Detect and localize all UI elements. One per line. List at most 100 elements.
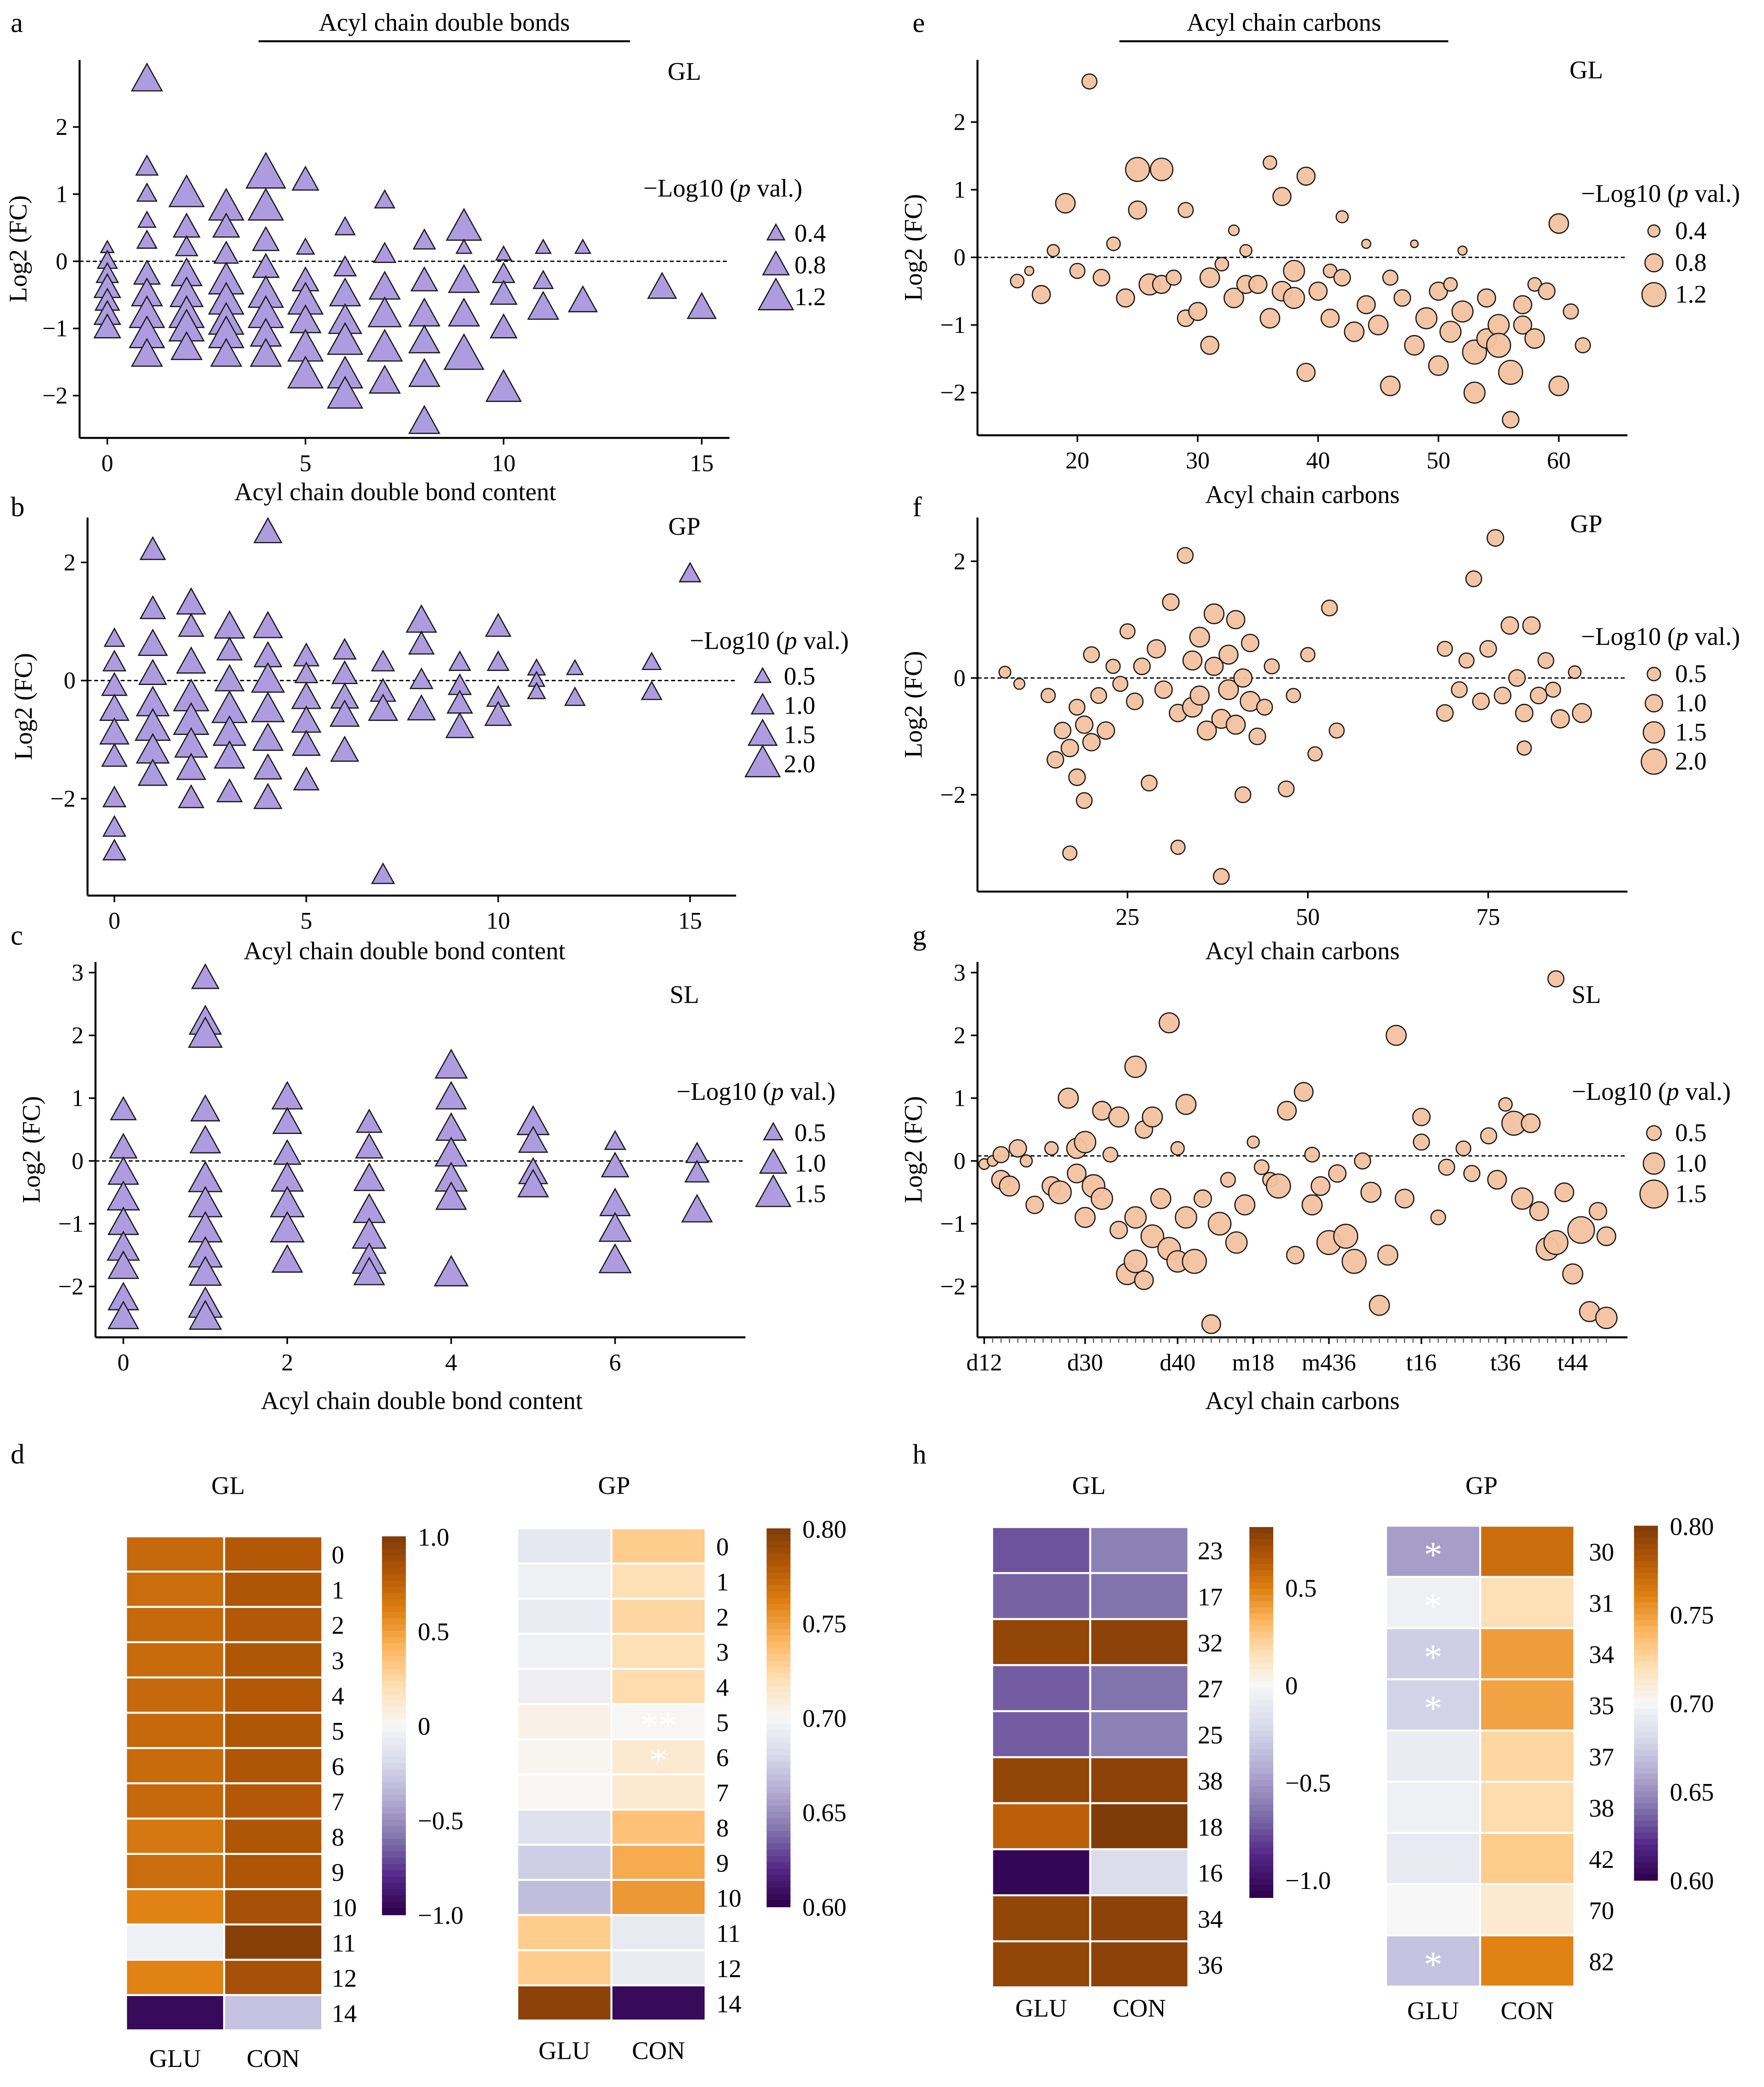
data-point-triangle [102, 815, 127, 837]
heatmap-row-label: 7 [716, 1779, 729, 1807]
colorbar-segment [1249, 1848, 1273, 1855]
heatmap-row-label: 82 [1589, 1947, 1614, 1976]
heatmap-cell [223, 1571, 323, 1608]
data-point-triangle [293, 766, 320, 791]
colorbar-segment [766, 1692, 791, 1699]
legend-title-prefix: −Log10 ( [1581, 622, 1676, 650]
data-point-triangle [189, 1300, 222, 1330]
data-point-circle [1233, 668, 1253, 688]
data-point-circle [1498, 360, 1523, 385]
colorbar-segment [1249, 1706, 1273, 1713]
colorbar-segment [1249, 1644, 1273, 1651]
heatmap-cell [516, 1773, 613, 1811]
colorbar-segment [1249, 1872, 1273, 1880]
data-point-triangle [604, 1130, 626, 1150]
data-point-triangle [601, 1151, 629, 1178]
colorbar-segment [766, 1799, 791, 1807]
heatmap-title: GP [1465, 1471, 1497, 1499]
data-points [93, 62, 717, 434]
heatmap-row-label: 9 [332, 1858, 344, 1886]
data-point-circle [1595, 1306, 1618, 1329]
heatmap-row-label: 14 [716, 1990, 741, 2018]
panel-letter-g: g [912, 920, 926, 951]
data-point-circle [1165, 269, 1182, 286]
data-point-triangle [136, 229, 158, 249]
heatmap-row-label: 4 [716, 1673, 729, 1701]
data-point-triangle [107, 1300, 140, 1329]
data-point-triangle [489, 280, 518, 305]
colorbar-segment [766, 1679, 791, 1687]
data-point-circle [1458, 652, 1475, 669]
data-point-circle [1067, 1163, 1087, 1183]
colorbar-segment [382, 1662, 406, 1670]
colorbar-segment [382, 1624, 406, 1632]
heatmap-cell [991, 1572, 1092, 1621]
data-point-circle [1551, 709, 1570, 729]
heatmap-cell [125, 1853, 225, 1890]
colorbar-segment [1634, 1750, 1658, 1757]
data-point-circle [1517, 740, 1532, 756]
heatmap-row-label: 37 [1589, 1743, 1614, 1771]
data-point-triangle [212, 212, 240, 238]
data-point-circle [1226, 610, 1246, 630]
data-point-circle [1479, 640, 1497, 658]
y-tick-label: 3 [72, 959, 84, 986]
x-axis-label: Acyl chain carbons [1205, 480, 1400, 508]
data-point-triangle [517, 1169, 549, 1198]
data-point-triangle [495, 245, 512, 261]
legend-value-label: 0.8 [795, 251, 826, 279]
colorbar-segment [1634, 1650, 1658, 1657]
heatmap-cell [223, 1853, 323, 1890]
colorbar-segment [1249, 1767, 1273, 1775]
data-point-circle [1428, 355, 1449, 376]
colorbar-segment [1249, 1823, 1273, 1830]
colorbar-segment [766, 1547, 791, 1554]
colorbar-segment [382, 1763, 406, 1770]
data-point-circle [1308, 281, 1328, 301]
data-point-circle [1150, 1188, 1172, 1210]
heatmap-column-label: GLU [1015, 1994, 1067, 2022]
data-point-circle [1283, 259, 1305, 282]
heatmap-row-label: 31 [1589, 1589, 1614, 1618]
y-tick-label: 0 [954, 1148, 966, 1175]
data-point-triangle [443, 333, 485, 370]
legend-circle [1647, 667, 1661, 682]
heatmap-row-label: 23 [1198, 1537, 1223, 1565]
colorbar-segment [1634, 1632, 1658, 1639]
y-tick-label: 2 [954, 548, 966, 575]
data-point-triangle [598, 1243, 632, 1274]
legend-value-label: 1.5 [784, 720, 815, 749]
heatmap-cell [1479, 1678, 1575, 1732]
data-point-triangle [102, 839, 127, 861]
colorbar-segment [1249, 1798, 1273, 1806]
heatmap-cell [223, 1747, 323, 1784]
colorbar-segment [766, 1623, 791, 1630]
legend-value-label: 0.5 [1675, 1118, 1707, 1146]
legend-value-label: 1.5 [795, 1179, 826, 1207]
colorbar-segment [766, 1686, 791, 1693]
data-point-triangle [102, 785, 127, 807]
data-point-circle [1530, 686, 1548, 705]
colorbar-segment [1634, 1767, 1658, 1775]
colorbar-segment [382, 1820, 406, 1827]
colorbar-segment [382, 1788, 406, 1796]
data-point-circle [1493, 686, 1512, 705]
colorbar-segment [382, 1688, 406, 1695]
colorbar-segment [382, 1889, 406, 1897]
data-point-circle [1159, 1012, 1180, 1034]
heatmap-cell [1385, 1678, 1482, 1732]
colorbar-segment [1249, 1687, 1273, 1695]
data-point-circle [1457, 245, 1468, 256]
colorbar-segment [1249, 1675, 1273, 1682]
data-point-circle [1102, 1146, 1118, 1163]
data-point-circle [998, 665, 1012, 679]
heatmap-row-label: 17 [1198, 1583, 1223, 1611]
data-point-circle [1054, 722, 1071, 740]
x-tick-label: 60 [1547, 448, 1571, 474]
legend-triangle [754, 667, 772, 683]
colorbar-segment [1249, 1712, 1273, 1719]
data-point-triangle [408, 405, 441, 434]
heatmap-cell [1385, 1883, 1482, 1937]
legend-value-label: 1.0 [784, 691, 815, 720]
data-point-circle [1234, 786, 1252, 803]
